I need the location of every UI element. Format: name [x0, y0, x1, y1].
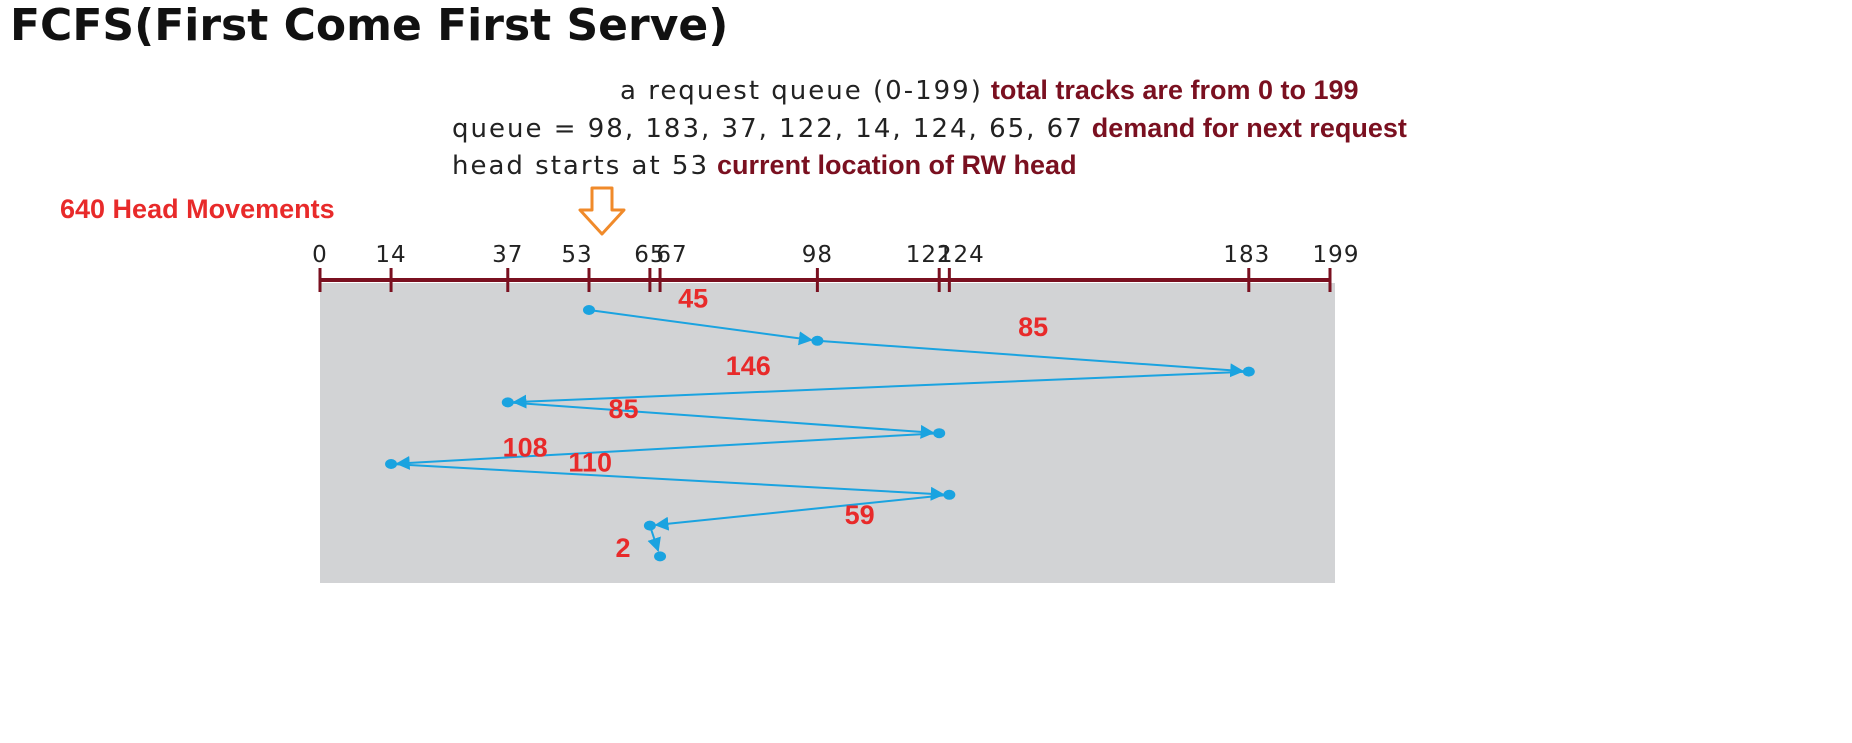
head-movements-label: 640 Head Movements [60, 194, 335, 224]
path-segment-7 [654, 493, 950, 531]
distance-label-4: 85 [608, 394, 638, 424]
tick-label-65: 65 [634, 242, 665, 268]
request-point-65 [643, 520, 656, 531]
tick-label-67: 67 [656, 242, 687, 268]
request-queue-note: total tracks are from 0 to 199 [990, 75, 1359, 105]
request-point-98 [811, 335, 824, 346]
tick-label-0: 0 [312, 242, 328, 268]
request-point-37 [501, 397, 514, 408]
request-point-14 [385, 459, 398, 469]
path-segment-5 [395, 432, 940, 470]
queue-text: queue = 98, 183, 37, 122, 14, 124, 65, 6… [452, 114, 1084, 144]
path-segment-2 [817, 339, 1245, 378]
request-point-67 [654, 551, 667, 562]
request-queue-line: a request queue (0-199) total tracks are … [620, 72, 1359, 108]
distance-label-5: 108 [503, 433, 548, 463]
distance-label-8: 2 [615, 533, 630, 563]
request-point-53 [582, 305, 595, 315]
head-start-text: head starts at 53 [452, 151, 710, 181]
tick-label-98: 98 [802, 242, 833, 268]
distance-label-7: 59 [845, 500, 875, 530]
distance-label-6: 110 [568, 447, 612, 477]
path-segment-6 [391, 463, 945, 501]
queue-note: demand for next request [1091, 113, 1407, 143]
tick-label-183: 183 [1223, 242, 1270, 268]
head-path [385, 305, 1255, 562]
tick-label-122: 122 [906, 242, 953, 268]
request-point-122 [933, 428, 946, 439]
head-start-note: current location of RW head [717, 150, 1077, 180]
tick-label-124: 124 [938, 242, 985, 268]
request-point-183 [1242, 366, 1255, 377]
distance-label-2: 85 [1018, 312, 1048, 342]
tick-label-199: 199 [1313, 242, 1360, 268]
tick-label-53: 53 [561, 242, 592, 268]
page-title: FCFS(First Come First Serve) [10, 0, 729, 51]
distance-label-1: 45 [678, 283, 708, 313]
diagram-panel [320, 283, 1335, 583]
distance-label-3: 146 [726, 351, 771, 381]
path-segment-4 [507, 401, 935, 439]
request-queue-text: a request queue (0-199) [620, 76, 983, 106]
tick-label-14: 14 [375, 242, 406, 268]
request-point-124 [943, 489, 956, 500]
head-start-arrow-icon [578, 186, 626, 236]
distance-labels: 45 85 146 85 108 110 59 2 [503, 283, 1049, 563]
head-start-line: head starts at 53 current location of RW … [452, 147, 1077, 183]
path-segment-3 [512, 370, 1249, 409]
queue-line: queue = 98, 183, 37, 122, 14, 124, 65, 6… [452, 110, 1407, 146]
tick-label-37: 37 [492, 242, 523, 268]
path-segment-1 [588, 309, 813, 346]
